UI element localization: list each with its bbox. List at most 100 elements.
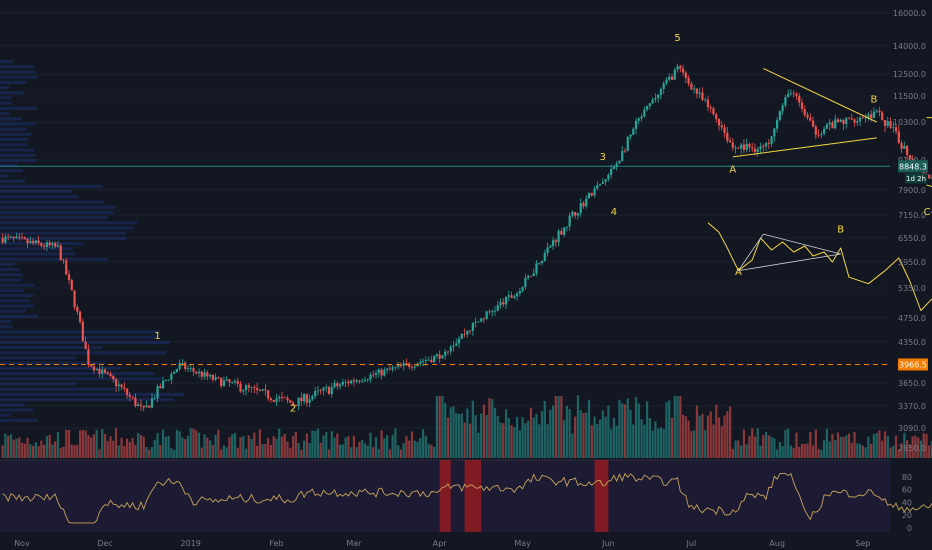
volume-bar xyxy=(820,449,823,458)
volume-bar xyxy=(95,429,98,458)
candle xyxy=(303,394,306,402)
price-tick-label: 7900.0 xyxy=(898,186,926,195)
volume-profile-bar xyxy=(0,143,29,147)
volume-bar xyxy=(463,422,466,458)
volume-bar xyxy=(23,443,26,458)
volume-bar xyxy=(62,446,65,458)
volume-bar xyxy=(908,444,911,458)
candle xyxy=(488,311,491,313)
candle xyxy=(482,318,486,320)
volume-bar xyxy=(311,430,314,458)
volume-bar xyxy=(532,417,535,458)
volume-bar xyxy=(654,421,657,458)
candle xyxy=(856,121,859,123)
volume-bar xyxy=(444,403,447,458)
volume-bar xyxy=(764,431,768,458)
candle xyxy=(433,356,436,363)
candle xyxy=(231,381,234,383)
volume-bar xyxy=(607,405,610,458)
time-tick-label: Feb xyxy=(269,539,283,548)
candle xyxy=(665,79,668,84)
price-tick-label: 3090.0 xyxy=(898,424,926,433)
volume-bar xyxy=(751,428,754,458)
volume-bar xyxy=(56,431,60,458)
candle xyxy=(908,155,911,160)
candle xyxy=(242,390,245,392)
volume-profile-bar xyxy=(0,403,25,407)
trend-line-triangle-upper xyxy=(763,67,877,123)
candle xyxy=(203,372,206,377)
volume-bar xyxy=(247,435,250,458)
volume-bar xyxy=(120,437,123,458)
volume-bar xyxy=(386,434,389,458)
volume-bar xyxy=(112,440,115,458)
time-tick-label: Sep xyxy=(855,539,870,548)
volume-bar xyxy=(374,437,378,458)
candle xyxy=(720,125,723,128)
rsi-overbought-highlight xyxy=(464,460,482,532)
level-price-badge xyxy=(898,358,928,371)
candle xyxy=(604,179,607,182)
price-tick-label: 7150.0 xyxy=(898,211,926,220)
volume-profile-bar xyxy=(0,86,10,90)
candle xyxy=(314,390,317,397)
candle xyxy=(701,92,704,100)
volume-bar xyxy=(214,434,217,458)
volume-bar xyxy=(726,411,729,458)
volume-bar xyxy=(73,444,76,458)
candle xyxy=(250,387,253,389)
volume-bar xyxy=(239,437,242,458)
volume-profile-bar xyxy=(0,231,126,235)
volume-bar xyxy=(681,414,685,458)
volume-profile-bar xyxy=(0,117,22,121)
candle xyxy=(386,368,389,370)
candle xyxy=(87,349,90,366)
candle xyxy=(825,124,828,129)
time-tick-label: Jun xyxy=(601,539,615,548)
volume-bar xyxy=(206,437,209,458)
volume-bar xyxy=(634,397,638,458)
time-tick-label: Apr xyxy=(433,539,448,548)
candle xyxy=(283,397,286,399)
volume-profile-bar xyxy=(0,372,155,376)
candle xyxy=(54,243,57,247)
volume-profile-bar xyxy=(0,200,104,204)
price-axis: 16000.014000.012500.011500.010300.09100.… xyxy=(893,9,928,533)
volume-bar xyxy=(914,435,917,458)
candle xyxy=(563,227,566,235)
candle xyxy=(587,192,591,199)
candle xyxy=(355,380,358,382)
volume-bar xyxy=(134,444,137,458)
candle xyxy=(62,259,65,261)
candle xyxy=(881,112,884,121)
candle xyxy=(81,321,84,342)
volume-bar xyxy=(175,429,178,458)
time-tick-label: 2019 xyxy=(181,539,201,548)
candle xyxy=(745,143,748,150)
volume-bar xyxy=(355,447,358,458)
volume-profile-bar xyxy=(0,60,14,64)
volume-bar xyxy=(784,429,787,458)
candle xyxy=(103,369,107,373)
volume-bar xyxy=(897,449,900,458)
candle xyxy=(864,117,867,119)
volume-bar xyxy=(601,410,604,458)
candle xyxy=(327,387,331,394)
candle xyxy=(527,275,530,278)
candle xyxy=(781,105,784,112)
volume-bar xyxy=(720,426,723,458)
volume-profile-bar xyxy=(0,366,121,370)
volume-bar xyxy=(421,429,425,458)
volume-bar xyxy=(123,445,126,458)
candle xyxy=(612,166,616,169)
candle xyxy=(850,118,853,120)
volume-bar xyxy=(117,445,120,458)
volume-bar xyxy=(604,416,607,458)
candle xyxy=(95,368,98,371)
candle xyxy=(173,371,176,374)
candle xyxy=(444,351,447,356)
rsi-tick-label: 80 xyxy=(902,473,912,482)
price-tick-label: 3370.0 xyxy=(898,402,926,411)
candle xyxy=(427,359,430,361)
